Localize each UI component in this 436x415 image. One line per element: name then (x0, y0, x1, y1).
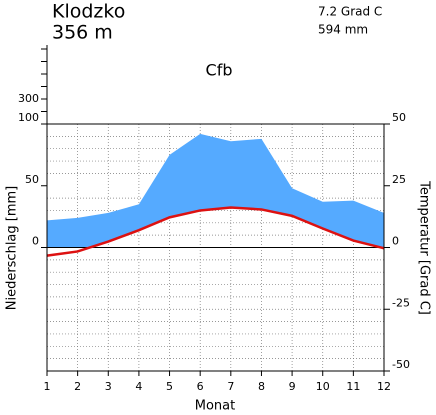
x-tick-label: 2 (74, 380, 81, 393)
climate-class: Cfb (206, 61, 233, 80)
x-tick-label: 8 (258, 380, 265, 393)
x-tick-label: 12 (377, 380, 391, 393)
x-tick-label: 1 (44, 380, 51, 393)
x-tick-label: 10 (316, 380, 330, 393)
x-tick-label: 5 (166, 380, 173, 393)
y2-label: Temperatur [Grad C] (417, 180, 432, 315)
x-tick-label: 3 (105, 380, 112, 393)
x-tick-label: 11 (346, 380, 360, 393)
precipitation-area (47, 133, 384, 248)
elevation: 356 m (52, 22, 113, 44)
y2-tick-label: -25 (392, 296, 410, 309)
temperature-line (46, 206, 385, 257)
x-tick-label: 4 (135, 380, 142, 393)
y2-tick-label: 0 (392, 235, 399, 248)
x-tick-label: 6 (197, 380, 204, 393)
y-tick-label: 50 (25, 173, 39, 186)
y2-tick-label: -50 (392, 358, 410, 371)
upper-y-tick-label: 300 (18, 92, 39, 105)
y-tick-label: 0 (32, 235, 39, 248)
x-tick-label: 9 (289, 380, 296, 393)
x-tick-label: 7 (227, 380, 234, 393)
mean-temperature: 7.2 Grad C (318, 5, 382, 19)
annual-precipitation: 594 mm (318, 23, 368, 37)
station: Klodzko (52, 1, 125, 23)
x-label: Monat (195, 399, 235, 414)
y-tick-label: 100 (18, 111, 39, 124)
y2-tick-label: 25 (392, 173, 406, 186)
y2-tick-label: 50 (392, 111, 406, 124)
y-label: Niederschlag [mm] (5, 186, 20, 311)
